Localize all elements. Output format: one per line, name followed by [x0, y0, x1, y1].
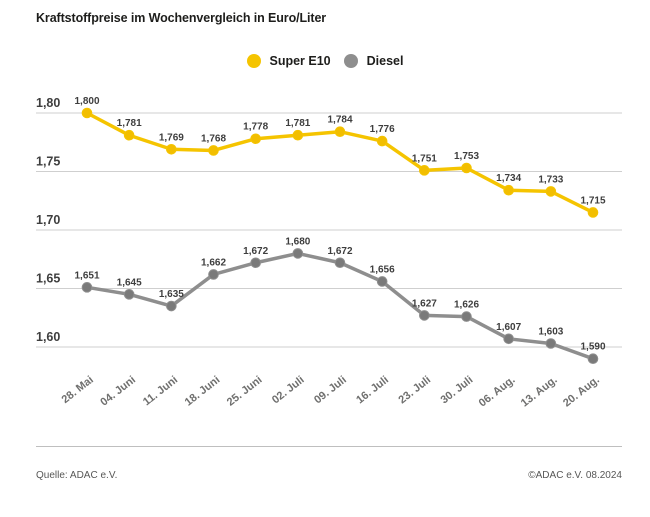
value-label-diesel: 1,662 [201, 257, 226, 268]
value-label-super-e10: 1,781 [285, 118, 310, 129]
x-tick-label: 18. Juni [183, 374, 223, 409]
value-label-super-e10: 1,781 [117, 118, 142, 129]
value-label-diesel: 1,635 [159, 289, 184, 300]
data-point-super-e10 [461, 162, 472, 174]
data-point-super-e10 [503, 184, 514, 196]
y-tick-label: 1,60 [36, 330, 60, 344]
data-point-super-e10 [123, 129, 135, 141]
value-label-diesel: 1,627 [412, 298, 437, 309]
value-label-super-e10: 1,733 [538, 174, 563, 185]
y-tick-label: 1,75 [36, 155, 60, 169]
value-label-diesel: 1,626 [454, 300, 479, 311]
value-label-diesel: 1,607 [496, 322, 521, 333]
data-point-diesel [208, 269, 219, 280]
data-point-super-e10 [587, 207, 599, 218]
data-point-super-e10 [250, 133, 261, 145]
data-point-diesel [250, 257, 261, 269]
x-tick-label: 30. Juli [439, 374, 476, 406]
value-label-diesel: 1,680 [285, 236, 310, 247]
x-tick-label: 23. Juli [396, 374, 433, 406]
legend-item-diesel: Diesel [343, 54, 404, 68]
data-point-super-e10 [419, 165, 430, 176]
value-label-super-e10: 1,776 [370, 124, 395, 135]
value-label-diesel: 1,656 [370, 264, 395, 275]
value-label-diesel: 1,603 [538, 326, 563, 337]
data-point-diesel [376, 276, 388, 287]
x-tick-label: 11. Juni [141, 374, 180, 408]
data-point-diesel [123, 289, 135, 300]
source-text: Quelle: ADAC e.V. [36, 470, 118, 481]
value-label-super-e10: 1,734 [496, 173, 521, 184]
value-label-diesel: 1,651 [74, 270, 99, 281]
y-tick-label: 1,70 [36, 213, 60, 227]
value-label-super-e10: 1,778 [243, 122, 268, 133]
data-point-diesel [503, 333, 514, 345]
legend-label-diesel: Diesel [366, 54, 404, 68]
value-label-diesel: 1,590 [580, 342, 605, 353]
chart-title: Kraftstoffpreise im Wochenvergleich in E… [36, 11, 327, 25]
data-point-super-e10 [376, 135, 388, 147]
data-point-super-e10 [292, 129, 304, 141]
y-tick-label: 1,65 [36, 272, 60, 286]
x-tick-label: 02. Juli [270, 374, 307, 406]
series-line-diesel [85, 251, 595, 361]
data-point-super-e10 [545, 186, 557, 197]
value-label-super-e10: 1,715 [580, 195, 605, 206]
data-point-diesel [81, 282, 93, 293]
data-point-diesel [166, 300, 177, 312]
chart-legend: Super E10 Diesel [0, 54, 650, 68]
value-label-super-e10: 1,769 [159, 132, 184, 143]
data-point-diesel [545, 338, 557, 349]
x-tick-label: 28. Mai [60, 374, 96, 406]
data-point-super-e10 [166, 143, 177, 155]
data-point-diesel [587, 353, 599, 365]
data-point-diesel [292, 248, 304, 259]
value-label-diesel: 1,645 [117, 277, 142, 288]
x-tick-label: 25. Juni [225, 374, 265, 409]
legend-label-super-e10: Super E10 [269, 54, 331, 68]
footer-divider [36, 446, 622, 447]
data-point-super-e10 [334, 126, 346, 138]
value-label-super-e10: 1,784 [327, 115, 352, 126]
value-label-super-e10: 1,753 [454, 151, 479, 162]
x-tick-label: 20. Aug. [561, 374, 602, 410]
x-tick-label: 09. Juli [312, 374, 349, 406]
data-point-diesel [461, 311, 472, 322]
x-tick-label: 16. Juli [354, 374, 391, 406]
data-point-diesel [334, 257, 346, 269]
x-tick-label: 13. Aug. [519, 374, 560, 410]
footer: Quelle: ADAC e.V. ©ADAC e.V. 08.2024 [36, 470, 622, 481]
value-label-super-e10: 1,800 [74, 96, 99, 107]
value-label-super-e10: 1,751 [412, 153, 437, 164]
value-label-super-e10: 1,768 [201, 133, 226, 144]
data-point-diesel [419, 310, 430, 321]
y-tick-label: 1,80 [36, 96, 60, 110]
value-label-diesel: 1,672 [327, 246, 352, 257]
legend-item-super-e10: Super E10 [246, 54, 331, 68]
x-tick-label: 06. Aug. [477, 374, 518, 410]
legend-dot-super-e10-icon [246, 54, 261, 68]
legend-dot-diesel-icon [343, 54, 358, 68]
copyright-text: ©ADAC e.V. 08.2024 [528, 470, 622, 481]
x-tick-label: 04. Juni [98, 374, 138, 409]
value-label-diesel: 1,672 [243, 246, 268, 257]
data-point-super-e10 [208, 145, 219, 156]
data-point-super-e10 [81, 107, 93, 119]
